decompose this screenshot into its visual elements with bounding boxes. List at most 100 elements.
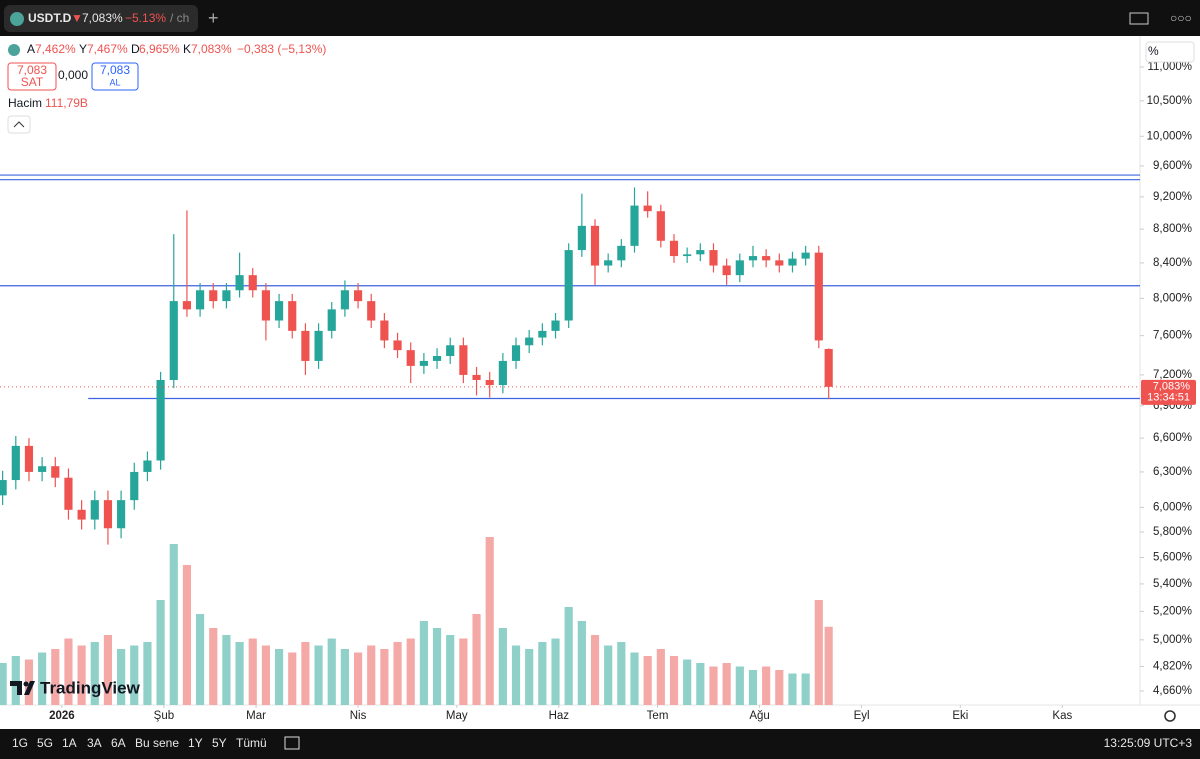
volume-bar bbox=[301, 642, 310, 705]
legend-change: −0,383 (−5,13%) bbox=[237, 42, 326, 56]
y-tick-label: 4,660% bbox=[1153, 685, 1192, 697]
logo-mark bbox=[10, 681, 35, 695]
x-tick-label: Eki bbox=[952, 710, 968, 722]
candle-body bbox=[525, 337, 534, 346]
volume-bar bbox=[261, 645, 270, 705]
volume-bar bbox=[775, 670, 784, 705]
top-bar bbox=[0, 0, 1200, 36]
price-tag-countdown: 13:34:51 bbox=[1147, 392, 1190, 404]
buy-button[interactable] bbox=[91, 62, 139, 91]
y-tick-label: 4,820% bbox=[1153, 660, 1192, 672]
plot: 11,000% 10,500% 10,000% 9,600% 9,200% 8,800% 8… bbox=[0, 61, 1196, 722]
candle-body bbox=[222, 290, 231, 302]
y-tick-label: 5,600% bbox=[1153, 552, 1192, 564]
range-button[interactable]: 1Y bbox=[188, 736, 203, 750]
scale-button-label: % bbox=[1148, 44, 1159, 58]
volume-value: 111,79B bbox=[45, 96, 88, 110]
x-tick-label: Tem bbox=[647, 710, 669, 722]
y-tick-label: 11,000% bbox=[1147, 61, 1192, 73]
range-button[interactable]: Tümü bbox=[236, 736, 267, 750]
candle-body bbox=[314, 330, 323, 361]
volume-bar bbox=[630, 652, 639, 705]
candle-body bbox=[696, 250, 705, 255]
volume-bar bbox=[24, 659, 34, 705]
x-tick-label: Nis bbox=[350, 710, 367, 722]
price-tag bbox=[1141, 379, 1196, 405]
volume-bar bbox=[327, 638, 336, 705]
settings-icon[interactable] bbox=[1164, 710, 1176, 722]
candle-body bbox=[604, 260, 613, 266]
sell-button[interactable] bbox=[7, 62, 57, 91]
candle-body bbox=[485, 379, 494, 386]
scale-button[interactable] bbox=[1145, 41, 1195, 63]
range-button[interactable]: 5Y bbox=[212, 736, 227, 750]
range-button[interactable]: 1G bbox=[12, 736, 28, 750]
legend-low: 6,965% bbox=[139, 42, 180, 56]
volume-name: Hacim bbox=[8, 96, 42, 110]
candle-body bbox=[38, 466, 47, 472]
volume-bar bbox=[209, 628, 218, 705]
more-icon[interactable]: ○○○ bbox=[1170, 11, 1192, 25]
candle-body bbox=[472, 374, 481, 380]
candle-body bbox=[590, 225, 600, 266]
volume-bar bbox=[51, 649, 60, 705]
collapse-button[interactable] bbox=[7, 115, 31, 134]
candle-body bbox=[261, 290, 270, 321]
candle-body bbox=[0, 480, 7, 496]
candle-body bbox=[380, 320, 389, 341]
y-tick-label: 9,600% bbox=[1153, 160, 1192, 172]
candle-body bbox=[301, 330, 310, 361]
volume-bar bbox=[117, 649, 126, 705]
symbol: USDT.D bbox=[28, 11, 72, 25]
range-button[interactable]: 3A bbox=[87, 736, 102, 750]
y-tick-label: 10,500% bbox=[1147, 95, 1192, 107]
range-button[interactable]: Bu sene bbox=[135, 736, 179, 750]
volume-bar bbox=[801, 673, 810, 705]
volume-bar bbox=[485, 537, 494, 705]
symbol-icon bbox=[10, 12, 24, 26]
chevron bbox=[13, 121, 25, 128]
volume-bar bbox=[617, 642, 626, 705]
volume-bar bbox=[406, 638, 415, 705]
volume-bar bbox=[538, 642, 547, 705]
candle-body bbox=[406, 350, 415, 366]
x-tick-label: Şub bbox=[154, 710, 174, 722]
range-buttons: 1G 5G 1A 3A 6A Bu sene 1Y 5Y Tümü bbox=[12, 736, 267, 750]
y-tick-label: 9,200% bbox=[1153, 191, 1192, 203]
volume-bar bbox=[564, 607, 573, 705]
layout-icon[interactable] bbox=[1129, 12, 1149, 25]
candle-body bbox=[564, 250, 573, 321]
legend-close: 7,083% bbox=[191, 42, 232, 56]
bottom-bar bbox=[0, 729, 1200, 759]
volume-bar bbox=[419, 621, 428, 705]
range-button[interactable]: 1A bbox=[62, 736, 77, 750]
symbol-tab[interactable] bbox=[4, 5, 198, 32]
sell-price: 7,083 bbox=[17, 63, 47, 77]
range-button[interactable]: 5G bbox=[37, 736, 53, 750]
candle-body bbox=[11, 445, 20, 481]
candle-body bbox=[340, 290, 349, 310]
candle-body bbox=[617, 245, 626, 261]
candle-body bbox=[182, 301, 192, 310]
candle-body bbox=[169, 301, 178, 380]
candle-body bbox=[577, 225, 586, 251]
y-tick-label: 6,600% bbox=[1153, 432, 1192, 444]
date-range-icon[interactable] bbox=[284, 736, 300, 750]
volume-bar bbox=[182, 565, 192, 705]
volume-bar bbox=[709, 666, 718, 705]
volume-bar bbox=[130, 645, 139, 705]
volume-bar bbox=[814, 600, 823, 705]
range-button[interactable]: 6A bbox=[111, 736, 126, 750]
candle-body bbox=[722, 265, 731, 276]
add-tab[interactable]: + bbox=[208, 8, 219, 28]
volume-bar bbox=[735, 666, 744, 705]
y-tick-label: 6,300% bbox=[1153, 466, 1192, 478]
x-tick-label: May bbox=[446, 710, 468, 722]
y-tick-label: 8,800% bbox=[1153, 223, 1192, 235]
volume-bar bbox=[0, 663, 7, 705]
candle-body bbox=[274, 301, 284, 321]
legend-high: 7,467% bbox=[87, 42, 128, 56]
candle-body bbox=[824, 348, 833, 387]
candle-body bbox=[683, 254, 692, 257]
